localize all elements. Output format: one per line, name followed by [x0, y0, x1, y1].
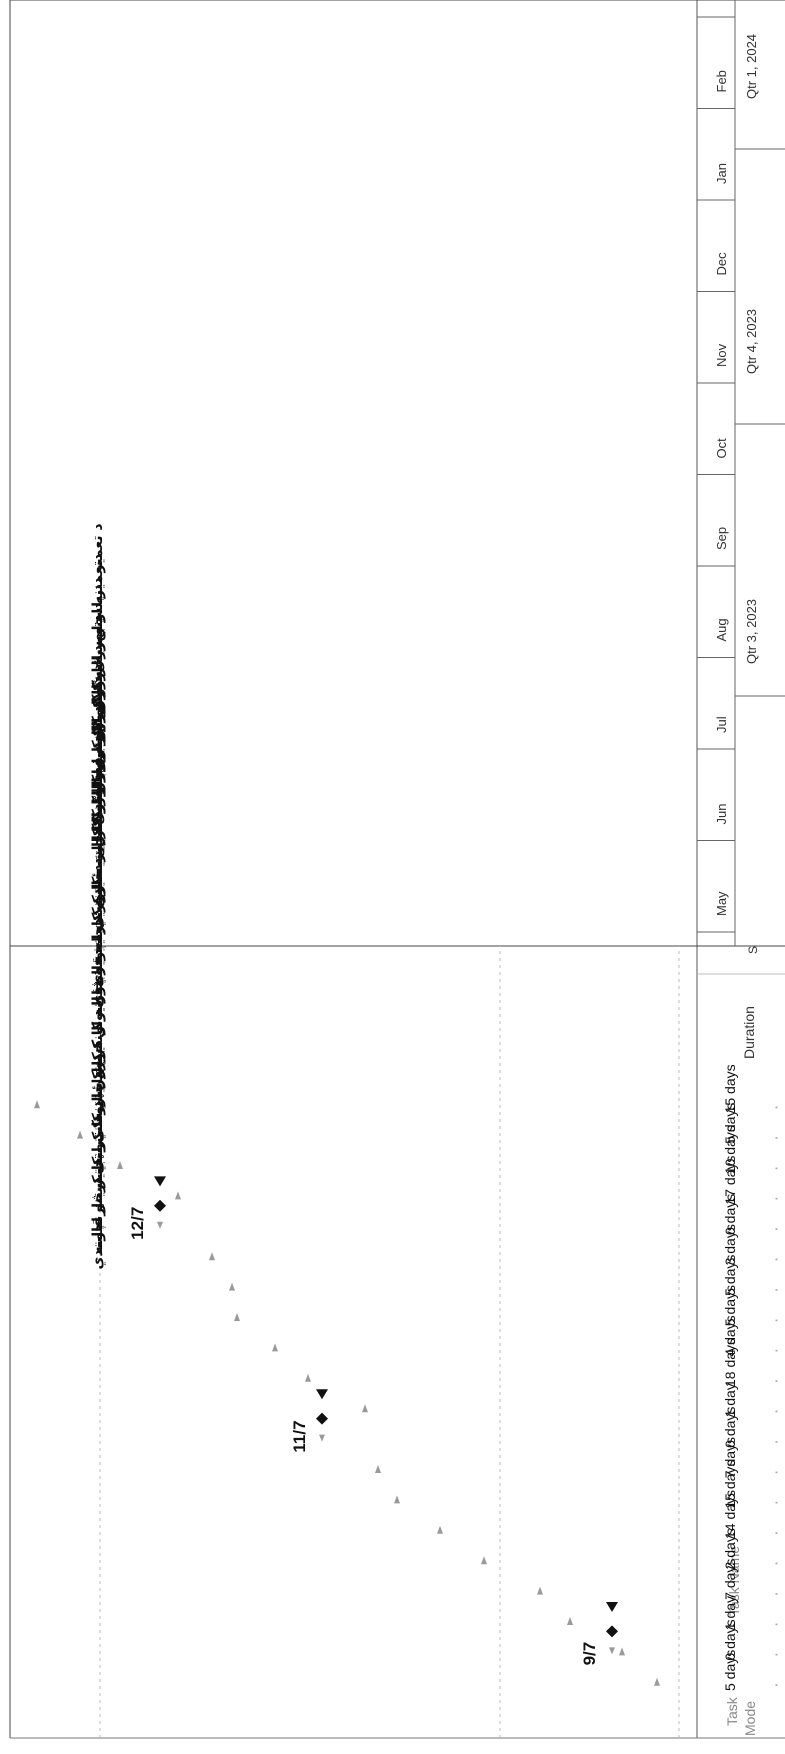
task-bar: [437, 1525, 443, 1534]
milestone-arrow: [154, 1176, 166, 1187]
milestone-pointer: [609, 1647, 615, 1655]
milestone-label: 9/7: [580, 1641, 599, 1666]
milestone-pointer: [157, 1221, 163, 1229]
milestone-label: 12/7: [128, 1206, 147, 1240]
milestone-label: 11/7: [290, 1420, 309, 1453]
milestone-pointer: [319, 1434, 325, 1442]
task-bar: [619, 1647, 625, 1656]
task-bar: [362, 1404, 368, 1413]
task-bar: [654, 1677, 660, 1686]
task-bar: [117, 1161, 123, 1169]
task-bar: [567, 1617, 573, 1625]
task-bar: [77, 1130, 83, 1139]
milestone-arrow: [606, 1602, 618, 1612]
task-bar: [175, 1191, 181, 1200]
task-bar: [229, 1282, 235, 1291]
task-bar: [209, 1252, 215, 1261]
task-bar: [305, 1373, 311, 1382]
milestone-arrow: [316, 1389, 328, 1400]
task-bar: [34, 1100, 40, 1109]
task-bar: [394, 1495, 400, 1504]
task-bar: [537, 1586, 543, 1595]
task-bar: [272, 1343, 278, 1352]
task-bar: [481, 1556, 487, 1565]
task-bar: [375, 1465, 381, 1473]
task-bar: [234, 1313, 240, 1321]
